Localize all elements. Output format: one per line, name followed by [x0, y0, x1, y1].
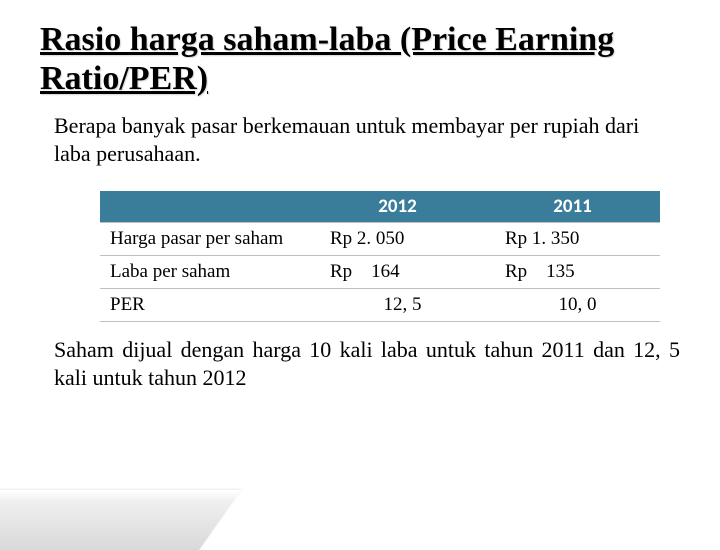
- slide-description: Berapa banyak pasar berkemauan untuk mem…: [54, 112, 680, 167]
- row-value-2012: 12, 5: [310, 289, 485, 322]
- row-label: Laba per saham: [100, 256, 310, 289]
- slide-title: Rasio harga saham-laba (Price Earning Ra…: [40, 20, 680, 98]
- table-row: PER 12, 5 10, 0: [100, 289, 660, 322]
- row-label: Harga pasar per saham: [100, 223, 310, 256]
- row-value-2011: Rp 135: [485, 256, 660, 289]
- table-header-blank: [100, 190, 310, 223]
- row-value-2011: Rp 1. 350: [485, 223, 660, 256]
- decorative-accent: [0, 490, 241, 550]
- per-table: 2012 2011 Harga pasar per saham Rp 2. 05…: [100, 189, 660, 322]
- table-row: Laba per saham Rp 164 Rp 135: [100, 256, 660, 289]
- row-value-2012: Rp 2. 050: [310, 223, 485, 256]
- row-value-2012: Rp 164: [310, 256, 485, 289]
- slide-conclusion: Saham dijual dengan harga 10 kali laba u…: [54, 336, 680, 391]
- table-header-2011: 2011: [485, 190, 660, 223]
- table-header-row: 2012 2011: [100, 190, 660, 223]
- table-row: Harga pasar per saham Rp 2. 050 Rp 1. 35…: [100, 223, 660, 256]
- table-header-2012: 2012: [310, 190, 485, 223]
- row-label: PER: [100, 289, 310, 322]
- row-value-2011: 10, 0: [485, 289, 660, 322]
